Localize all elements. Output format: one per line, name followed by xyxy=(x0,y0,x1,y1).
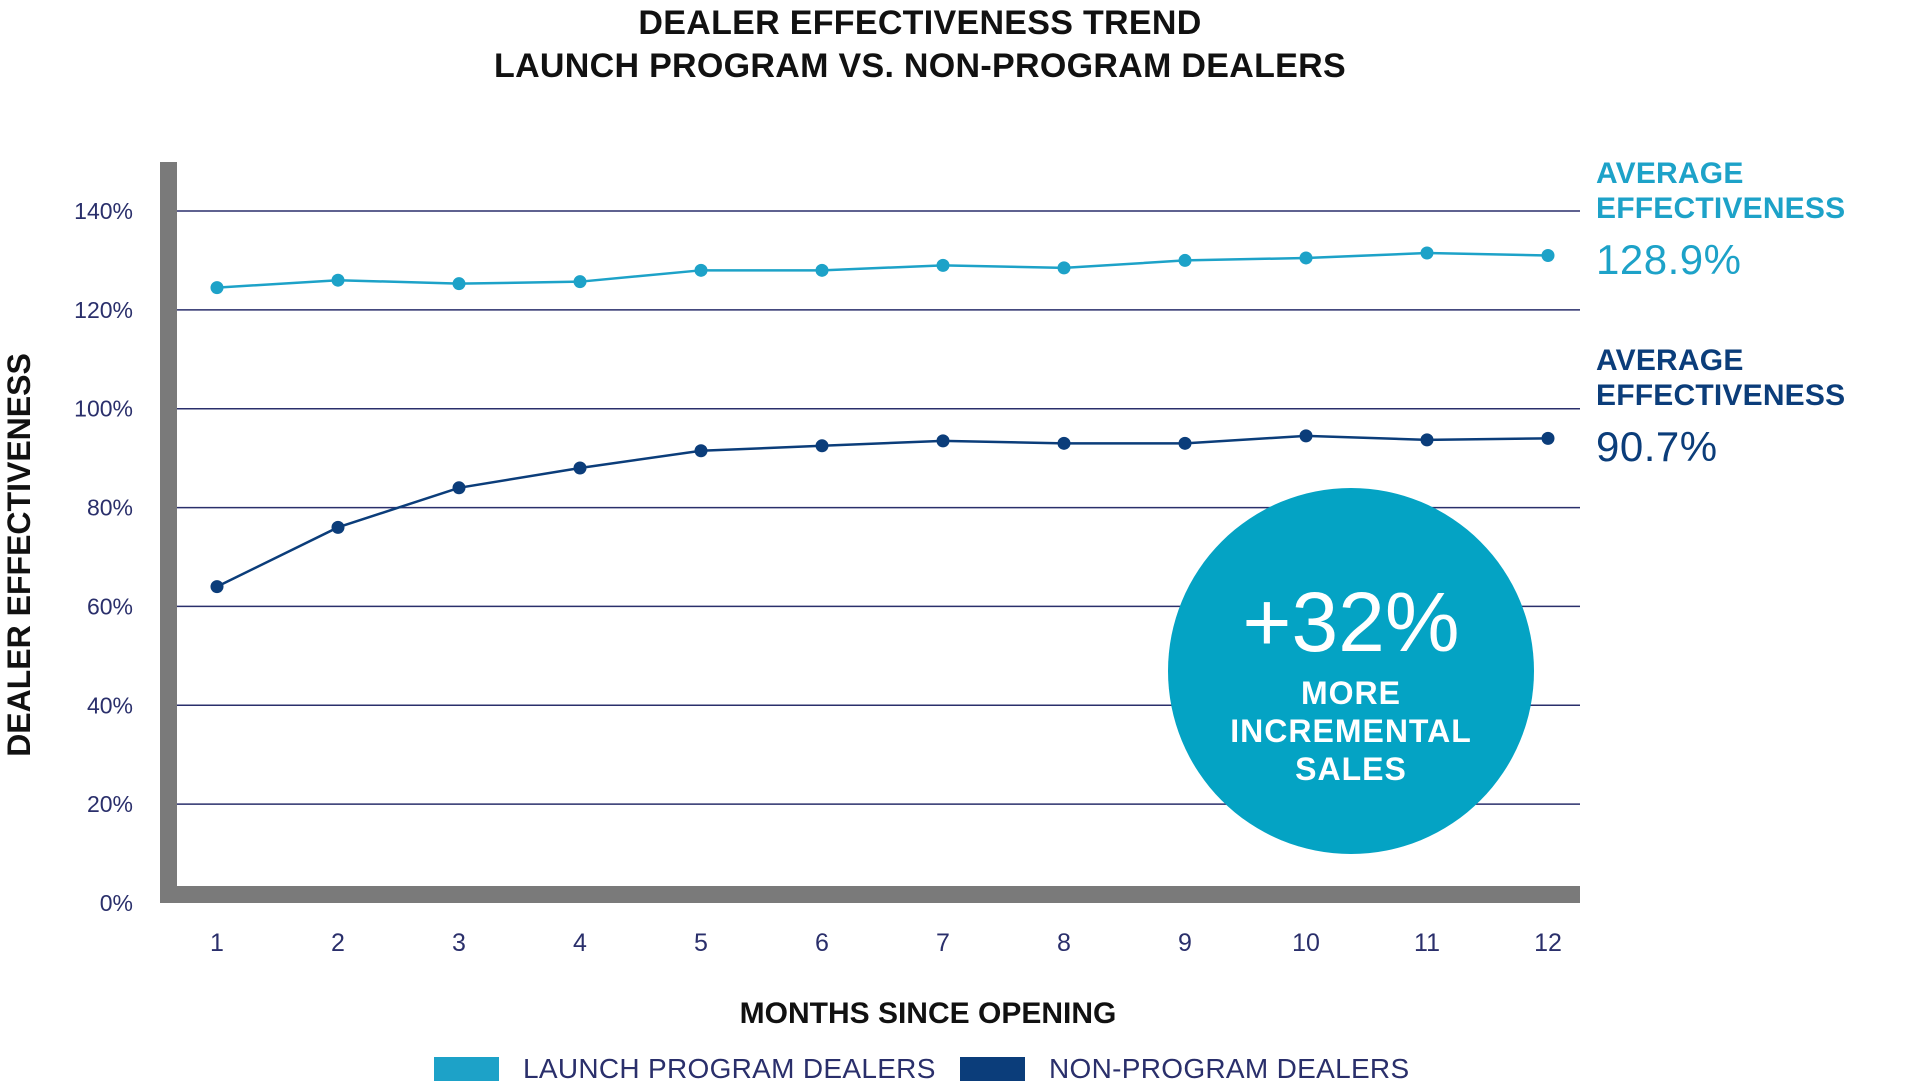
chart-title-line-2: LAUNCH PROGRAM VS. NON-PROGRAM DEALERS xyxy=(494,47,1346,85)
data-point xyxy=(331,273,345,287)
non-program-average-label-line-1: AVERAGE xyxy=(1596,344,1744,377)
data-point xyxy=(1299,251,1313,265)
x-axis-label: MONTHS SINCE OPENING xyxy=(740,997,1117,1030)
x-tick-label: 3 xyxy=(452,929,466,957)
x-tick-label: 7 xyxy=(936,929,950,957)
y-tick-labels: 0% 20% 40% 60% 80% 100% 120% 140% xyxy=(74,198,133,916)
data-point xyxy=(694,263,708,277)
data-point xyxy=(1420,246,1434,260)
data-point xyxy=(331,520,345,534)
legend-swatch-launch xyxy=(434,1057,499,1081)
data-point xyxy=(1057,261,1071,275)
x-tick-label: 10 xyxy=(1292,929,1320,957)
y-axis-bar xyxy=(160,162,177,894)
data-point xyxy=(573,275,587,289)
data-point xyxy=(815,439,829,453)
callout-value: +32% xyxy=(1242,575,1460,669)
y-tick-label: 0% xyxy=(100,890,133,916)
y-tick-label: 20% xyxy=(87,791,133,817)
data-point xyxy=(452,481,466,495)
axes xyxy=(160,162,1580,903)
data-point xyxy=(210,580,224,594)
y-tick-label: 80% xyxy=(87,495,133,521)
y-axis-label: DEALER EFFECTIVENESS xyxy=(1,353,37,757)
data-point xyxy=(1178,253,1192,267)
non-program-average-annotation: AVERAGE EFFECTIVENESS 90.7% xyxy=(1596,343,1845,471)
y-tick-label: 140% xyxy=(74,198,133,224)
data-point xyxy=(1299,429,1313,443)
data-point xyxy=(1541,431,1555,445)
chart-title-line-1: DEALER EFFECTIVENESS TREND xyxy=(638,4,1202,42)
x-tick-label: 5 xyxy=(694,929,708,957)
data-point xyxy=(573,461,587,475)
data-point xyxy=(1178,436,1192,450)
series-line xyxy=(216,251,1549,289)
y-tick-label: 120% xyxy=(74,297,133,323)
x-tick-label: 9 xyxy=(1178,929,1192,957)
data-point xyxy=(1541,248,1555,262)
launch-average-value: 128.9% xyxy=(1596,236,1742,283)
series-line xyxy=(216,434,1549,588)
data-point xyxy=(936,258,950,272)
non-program-average-value: 90.7% xyxy=(1596,423,1718,470)
y-tick-label: 60% xyxy=(87,593,133,619)
data-point xyxy=(936,434,950,448)
y-tick-label: 40% xyxy=(87,692,133,718)
data-point xyxy=(694,444,708,458)
series xyxy=(210,246,1555,594)
data-point xyxy=(452,277,466,291)
data-point xyxy=(815,263,829,277)
legend-item-launch: LAUNCH PROGRAM DEALERS xyxy=(434,1053,936,1084)
launch-average-label-line-2: EFFECTIVENESS xyxy=(1596,192,1846,225)
non-program-average-label-line-2: EFFECTIVENESS xyxy=(1596,379,1846,412)
callout-text: MORE INCREMENTAL SALES xyxy=(1230,675,1472,787)
x-tick-label: 12 xyxy=(1534,929,1562,957)
data-point xyxy=(210,281,224,295)
x-tick-labels: 1 2 3 4 5 6 7 8 9 10 11 12 xyxy=(210,929,1562,957)
x-tick-label: 6 xyxy=(815,929,829,957)
x-axis-bar xyxy=(160,886,1580,903)
launch-average-annotation: AVERAGE EFFECTIVENESS 128.9% xyxy=(1596,156,1845,284)
data-point xyxy=(1420,433,1434,447)
x-tick-label: 11 xyxy=(1414,929,1440,957)
legend-item-non-program: NON-PROGRAM DEALERS xyxy=(960,1053,1410,1084)
x-tick-label: 2 xyxy=(331,929,345,957)
data-point xyxy=(1057,436,1071,450)
legend-swatch-non-program xyxy=(960,1057,1025,1081)
y-tick-label: 100% xyxy=(74,396,133,422)
legend-label-launch: LAUNCH PROGRAM DEALERS xyxy=(523,1053,936,1084)
x-tick-label: 8 xyxy=(1057,929,1071,957)
legend-label-non-program: NON-PROGRAM DEALERS xyxy=(1049,1053,1410,1084)
incremental-sales-callout: +32% MORE INCREMENTAL SALES xyxy=(1168,488,1534,854)
x-tick-label: 1 xyxy=(210,929,224,957)
launch-average-label-line-1: AVERAGE xyxy=(1596,157,1744,190)
x-tick-label: 4 xyxy=(573,929,587,957)
